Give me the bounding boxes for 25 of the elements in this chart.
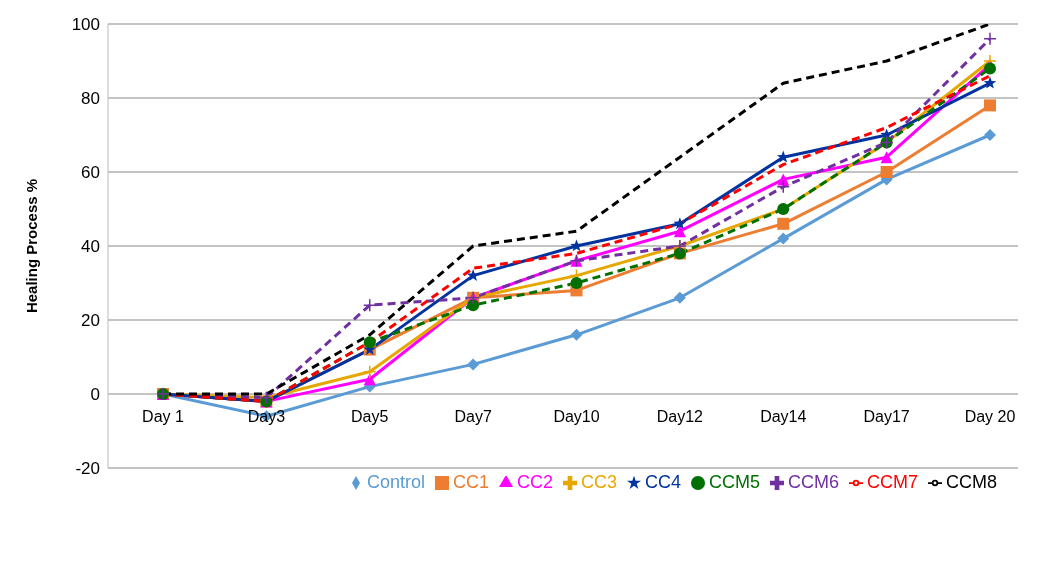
y-tick-label: 80 — [81, 89, 100, 109]
x-tick-label: Day 1 — [142, 407, 184, 425]
x-tick-label: Day7 — [454, 407, 492, 425]
legend-label: CCM8 — [946, 472, 998, 492]
x-tick-label: Day 20 — [964, 407, 1016, 425]
legend-label: CCM6 — [788, 472, 840, 492]
legend-label: CCM5 — [709, 472, 761, 492]
legend-label: Control — [366, 472, 425, 492]
x-tick-label: Day14 — [760, 407, 807, 425]
legend-label: CC4 — [645, 472, 682, 492]
y-axis-title: Healing Process % — [23, 178, 41, 314]
x-tick-label: Day17 — [863, 407, 910, 425]
y-tick-label: 100 — [71, 15, 100, 35]
legend-label: CC2 — [516, 472, 553, 492]
legend-label: CC3 — [580, 472, 617, 492]
legend-label: CCM7 — [867, 472, 919, 492]
x-tick-label: Day12 — [656, 407, 704, 425]
y-tick-label: 40 — [81, 237, 100, 257]
y-tick-label: 60 — [81, 163, 100, 183]
x-tick-label: Day10 — [553, 407, 600, 425]
x-tick-label: Day5 — [351, 407, 389, 425]
y-tick-label: 0 — [90, 385, 100, 405]
legend-label: CC1 — [452, 472, 489, 492]
y-tick-label: -20 — [75, 459, 100, 479]
y-tick-label: 20 — [81, 311, 100, 331]
